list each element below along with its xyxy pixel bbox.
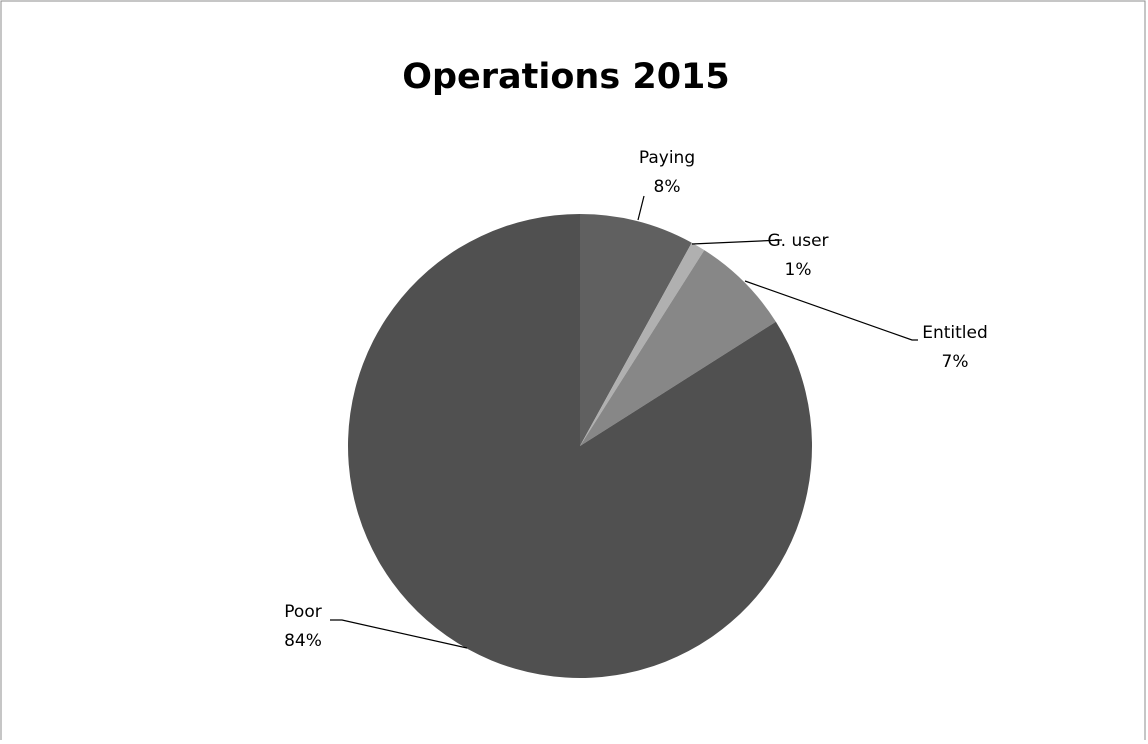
leader-line	[637, 195, 645, 221]
slice-value-label: 1%	[785, 260, 812, 280]
slice-label: G. user	[767, 231, 828, 251]
pie-slice	[580, 242, 705, 446]
leader-line	[330, 619, 468, 649]
pie-slice	[580, 250, 776, 446]
pie-slice	[580, 214, 692, 446]
slice-value-label: 84%	[284, 631, 322, 651]
slice-label: Entitled	[922, 323, 988, 343]
slice-label: Poor	[284, 602, 321, 622]
slice-value-label: 8%	[654, 177, 681, 197]
leader-line	[744, 280, 918, 341]
chart-title: Operations 2015	[402, 57, 730, 97]
pie-slice	[348, 214, 812, 678]
slice-label: Paying	[639, 148, 695, 168]
slice-value-label: 7%	[942, 352, 969, 372]
leader-line	[691, 239, 783, 245]
